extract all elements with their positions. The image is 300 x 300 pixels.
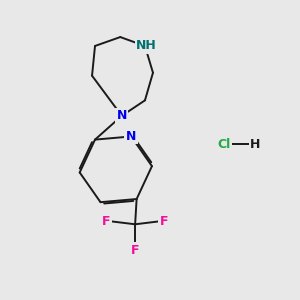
Text: N: N bbox=[126, 130, 136, 143]
Text: F: F bbox=[102, 215, 111, 228]
Text: N: N bbox=[117, 109, 127, 122]
Text: H: H bbox=[250, 138, 261, 151]
Text: F: F bbox=[131, 244, 140, 256]
Text: Cl: Cl bbox=[218, 138, 231, 151]
Text: NH: NH bbox=[136, 40, 157, 52]
Text: F: F bbox=[160, 215, 168, 228]
